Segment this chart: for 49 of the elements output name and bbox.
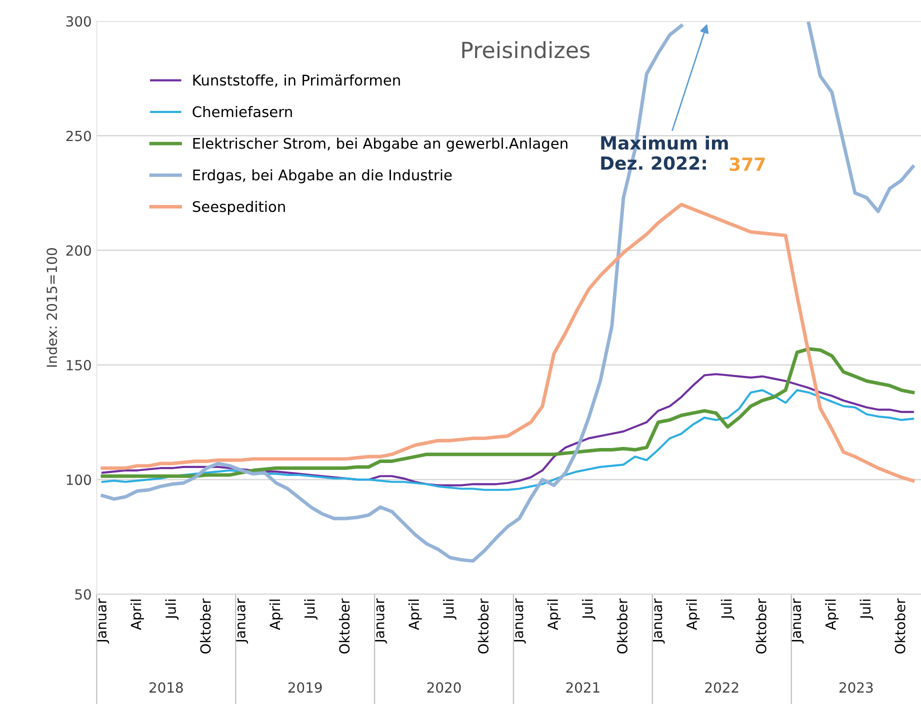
y-tick-label: 200 [66,245,91,256]
x-tick-label: Oktober [200,598,211,654]
line-series [100,202,915,482]
y-tick-label: 50 [75,589,91,600]
y-tick-label: 300 [66,16,91,27]
x-tick-label: Oktober [478,598,489,654]
y-tick-label: 250 [66,130,91,142]
x-tick-label: Oktober [338,598,350,654]
text: 2020 [427,682,461,693]
legend-label: Elektrischer Strom, bei Abgabe an gewerbl.Anlagen [193,138,568,152]
text: 2023 [840,682,873,693]
x-tick-label: Juli [582,600,596,620]
x-tick-label: Juli [720,600,734,620]
line-series [101,373,914,486]
annotation: 377 [730,157,765,172]
x-tick-label: Juli [860,600,874,620]
x-tick-label: Januar [374,598,387,644]
legend-label: Erdgas, bei Abgabe an die Industrie [193,169,452,184]
legend-label: Kunststoffe, in Primärformen [193,74,400,88]
x-tick-label: Januar [96,598,110,644]
x-tick-label: April [269,600,283,630]
text: 2019 [288,682,322,693]
x-tick-label: April [825,600,839,630]
y-axis-title: Index: 2015=100 [46,248,58,367]
text: 2021 [566,682,600,693]
x-tick-label: April [547,600,561,630]
x-tick-label: Januar [235,598,248,644]
legend-label: Seespedition [192,200,285,215]
line-series [100,347,915,478]
x-tick-label: Juli [165,600,179,620]
x-tick-label: Januar [790,598,804,644]
x-tick-label: Januar [512,598,526,644]
x-tick-label: Juli [304,600,318,620]
x-tick-label: Oktober [894,598,906,654]
x-tick-label: April [686,600,700,630]
x-tick-label: Oktober [616,598,628,654]
y-tick-label: 100 [66,474,91,486]
text: Preisindizes [462,41,590,58]
x-tick-label: Juli [443,600,456,620]
line-series [101,389,914,491]
annotation: Maximum im Dez. 2022: [601,136,728,170]
text: 2018 [150,682,183,693]
x-tick-label: April [130,600,144,630]
x-tick-label: Januar [652,598,665,644]
legend-label: Chemiefasern [192,106,292,118]
text: 2022 [705,682,738,693]
y-tick-label: 150 [66,360,91,370]
x-tick-label: Oktober [756,598,766,654]
x-tick-label: April [408,600,422,630]
